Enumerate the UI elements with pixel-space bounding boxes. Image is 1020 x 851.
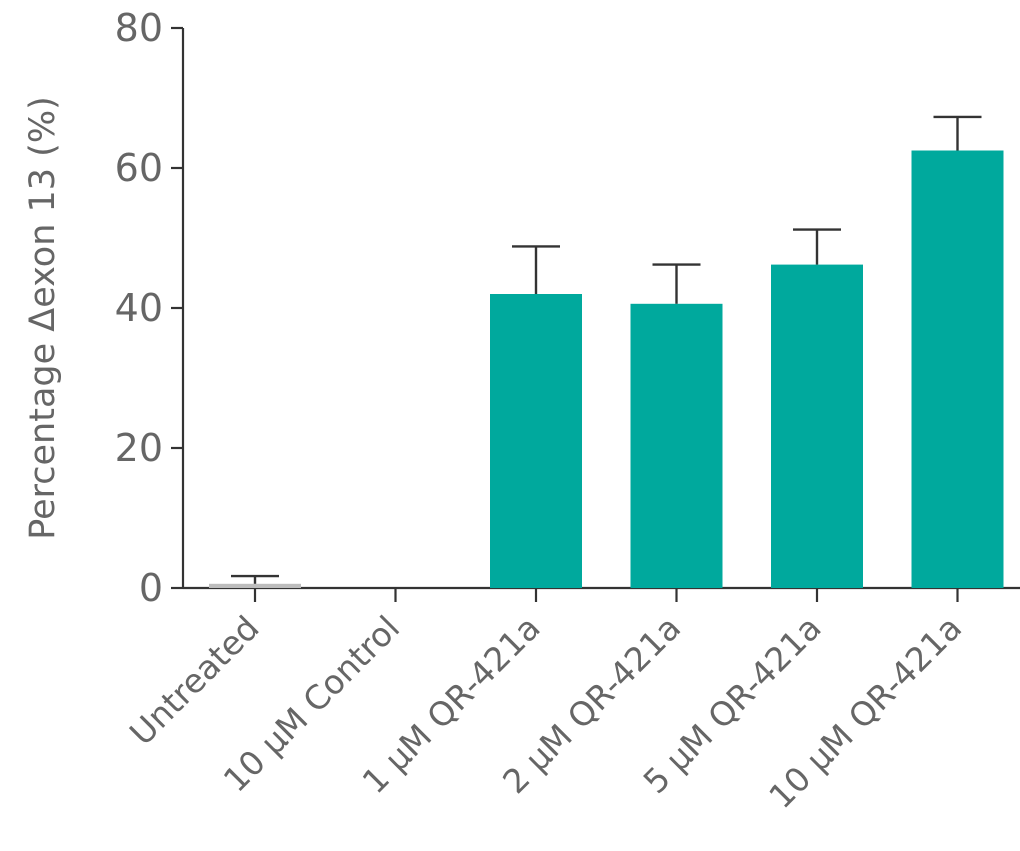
y-tick-label: 20 (115, 426, 163, 470)
y-tick-label: 60 (115, 146, 163, 190)
y-tick-label: 80 (115, 6, 163, 50)
y-tick-labels: 0 20 40 60 80 (115, 6, 163, 610)
error-bar (793, 228, 841, 265)
error-bar (933, 115, 982, 151)
error-bar (231, 574, 279, 584)
bar (209, 583, 301, 588)
bar (771, 264, 863, 588)
bar (490, 294, 582, 588)
y-tick-label: 0 (139, 566, 163, 610)
bar (630, 303, 723, 588)
x-axis (183, 586, 1020, 602)
error-bar (512, 245, 560, 294)
y-tick-label: 40 (115, 286, 163, 330)
category-label: Untreated (122, 608, 267, 753)
error-bar (652, 263, 701, 304)
bars (209, 150, 1004, 588)
y-axis-title: Percentage Δexon 13 (%) (23, 96, 63, 539)
bar (911, 150, 1004, 588)
y-axis (171, 26, 185, 590)
error-bars (231, 115, 982, 584)
